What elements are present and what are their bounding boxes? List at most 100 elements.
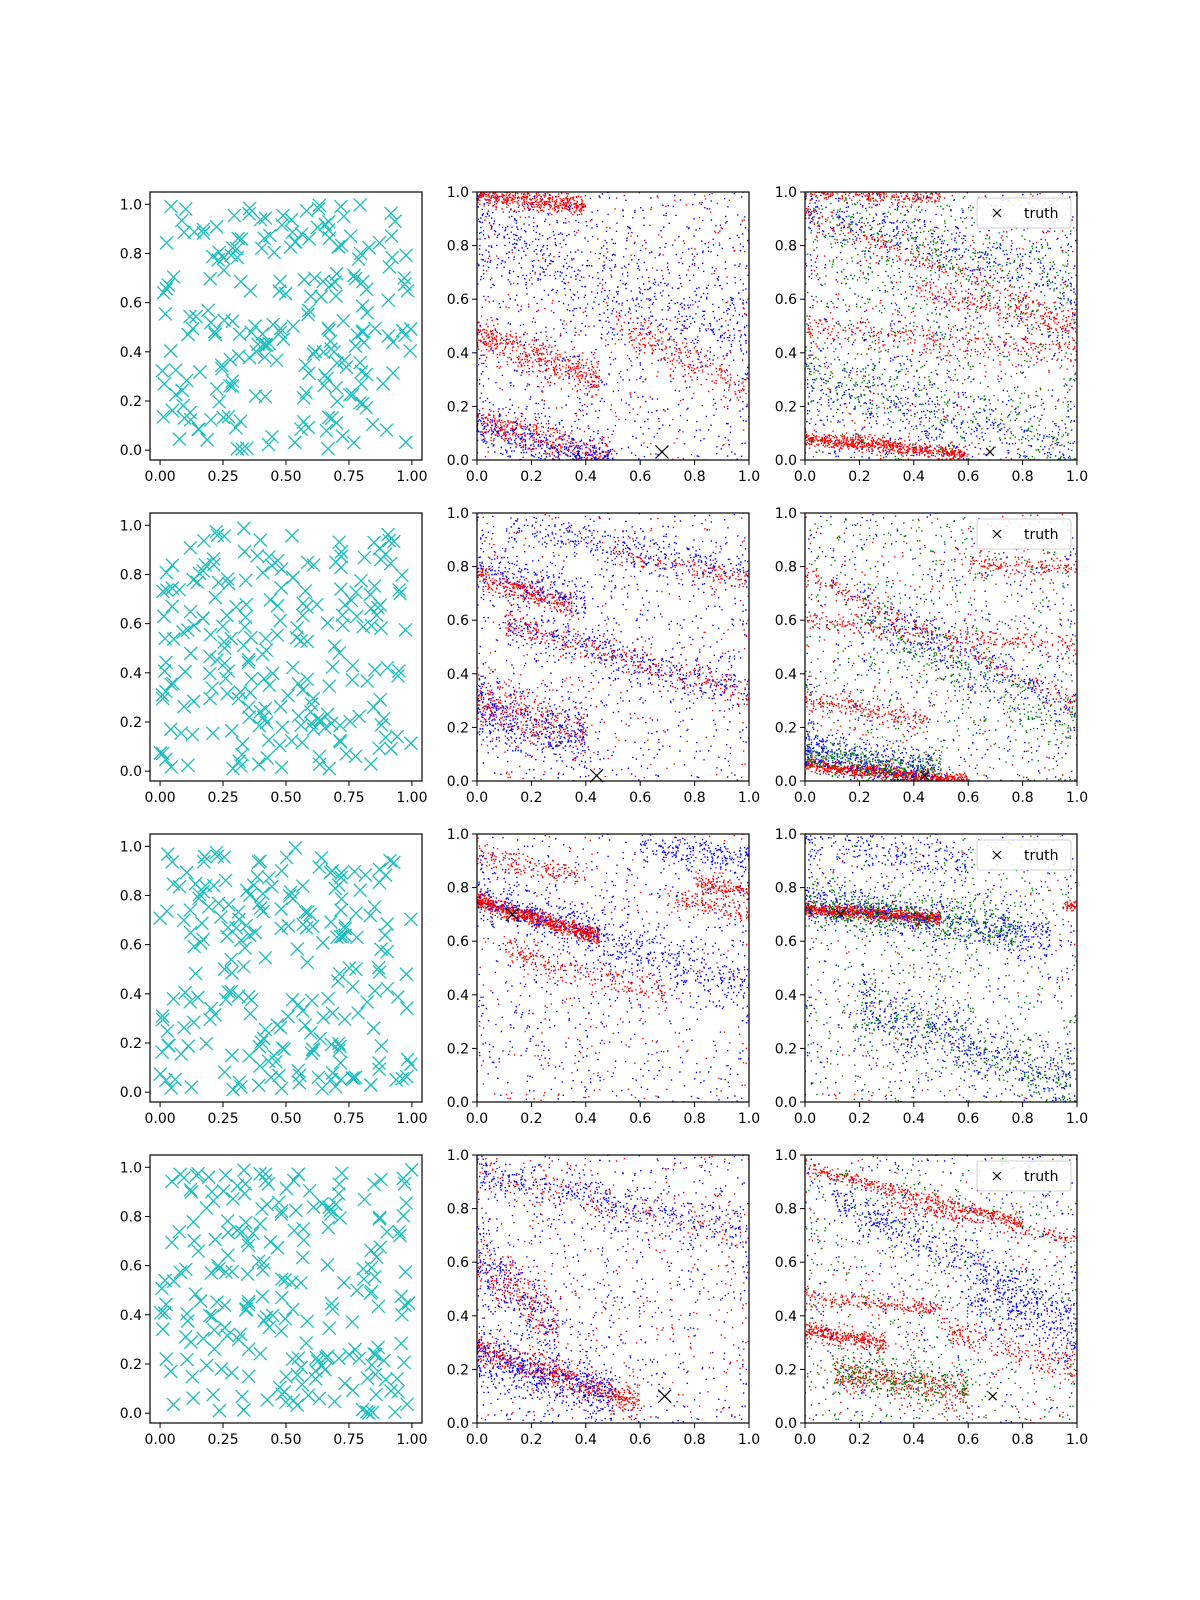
x-tick-label: 0.6: [957, 790, 979, 806]
sample-point: [390, 669, 405, 683]
data-points: [477, 513, 749, 781]
sample-point: [262, 678, 277, 693]
sample-point: [217, 1298, 232, 1313]
sample-point: [328, 1079, 343, 1094]
sample-point: [295, 879, 310, 894]
sample-point: [155, 363, 170, 378]
sample-point: [192, 891, 207, 906]
sample-point: [302, 1183, 317, 1198]
truth-marker: [985, 447, 995, 457]
sample-point: [174, 726, 189, 740]
sample-point: [203, 412, 218, 427]
sample-point: [398, 1264, 413, 1279]
sample-point: [210, 528, 225, 543]
sample-point: [274, 1323, 289, 1338]
sample-point: [399, 1069, 414, 1084]
sample-point: [272, 284, 287, 299]
sample-point: [300, 307, 315, 322]
sample-point: [324, 1206, 339, 1221]
sample-point: [242, 710, 257, 725]
sample-point: [183, 309, 197, 324]
sample-point: [292, 1075, 307, 1090]
sample-point: [285, 1302, 300, 1317]
sample-point: [240, 1234, 255, 1249]
sample-point: [320, 707, 335, 722]
sample-point: [185, 321, 200, 336]
sample-point: [286, 1173, 301, 1188]
sample-point: [159, 1352, 174, 1367]
sample-point: [400, 1397, 415, 1412]
axes-frame: [476, 833, 750, 1103]
sample-point: [305, 919, 320, 934]
sample-point: [184, 1185, 199, 1199]
sample-point: [155, 584, 170, 599]
sample-point: [237, 619, 252, 634]
sample-point: [380, 981, 395, 996]
axes-frame: [804, 833, 1078, 1103]
sample-point: [356, 324, 370, 339]
sample-point: [204, 1184, 219, 1199]
sample-point: [372, 1211, 387, 1226]
sample-point: [335, 929, 350, 944]
sample-point: [363, 908, 378, 923]
sample-point: [324, 1296, 339, 1311]
sample-point: [178, 202, 193, 216]
sample-point: [236, 638, 251, 653]
x-tick-label: 1.0: [1066, 790, 1088, 806]
sample-point: [253, 1217, 268, 1231]
sample-point: [158, 306, 173, 321]
sample-point: [159, 281, 174, 296]
sample-point: [206, 1387, 221, 1402]
sample-point: [179, 373, 194, 388]
sample-point: [248, 925, 263, 940]
sample-point: [203, 627, 218, 642]
sample-point: [349, 906, 364, 921]
sample-point: [168, 1072, 183, 1087]
sample-point: [198, 557, 213, 572]
sample-point: [287, 1223, 302, 1238]
sample-point: [192, 566, 207, 581]
truth-marker: [655, 445, 669, 459]
sample-point: [324, 716, 339, 731]
sample-point: [358, 867, 373, 882]
sample-point: [353, 197, 368, 212]
sample-point: [183, 1335, 198, 1350]
series-green-points: [805, 835, 1077, 1102]
sample-point: [221, 897, 236, 912]
sample-point: [357, 1192, 372, 1207]
y-tick-label: 0.2: [447, 1362, 469, 1378]
sample-point: [348, 339, 363, 354]
sample-point: [187, 1233, 202, 1248]
y-tick-label: 0.2: [447, 1041, 469, 1057]
sample-point: [224, 965, 239, 980]
sample-point: [376, 376, 391, 391]
sample-point: [253, 1059, 267, 1073]
panel-r2-c2: 0.0 0.2 0.4 0.6 0.8 1.0 0.0 0.2 0.4 0.6 0.8 1.0: [447, 506, 760, 806]
sample-point: [260, 1392, 275, 1407]
sample-point: [221, 1225, 236, 1240]
x-tick-label: 0.75: [333, 1432, 364, 1448]
x-tick-label: 1.0: [738, 1432, 760, 1448]
sample-point: [160, 847, 175, 862]
sample-point: [381, 527, 395, 542]
sample-point: [293, 633, 308, 648]
y-tick-label: 0.0: [120, 764, 142, 780]
y-tick-label: 0.4: [120, 1308, 142, 1324]
sample-point: [380, 944, 395, 959]
x-tick-label: 0.8: [1011, 1432, 1033, 1448]
sample-point: [164, 1080, 179, 1095]
panel-r3-c3: 0.0 0.2 0.4 0.6 0.8 1.0 0.0 0.2 0.4 0.6 0.8 1.0 trut…: [775, 827, 1088, 1127]
sample-point: [381, 329, 396, 343]
sample-point: [335, 429, 350, 444]
y-tick-label: 0.2: [775, 1362, 797, 1378]
sample-point: [177, 699, 192, 714]
y-tick-label: 0.6: [120, 1259, 142, 1275]
sample-point: [161, 1038, 176, 1053]
sample-point: [155, 688, 170, 702]
sample-point: [332, 1043, 347, 1058]
sample-point: [234, 1224, 249, 1239]
sample-point: [193, 935, 208, 950]
sample-point: [186, 1391, 201, 1406]
x-tick-label: 0.75: [333, 469, 364, 485]
sample-point: [203, 315, 218, 330]
